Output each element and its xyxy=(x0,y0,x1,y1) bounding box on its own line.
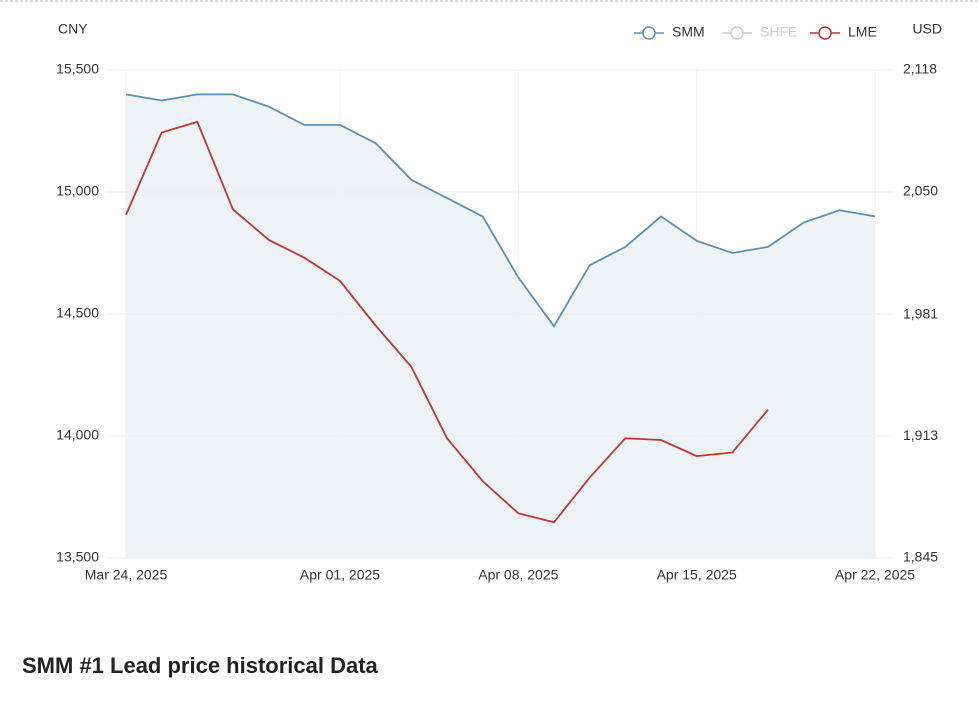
y-tick-label: 15,500 xyxy=(56,61,99,77)
area xyxy=(126,94,875,559)
y2-tick-label: 2,118 xyxy=(903,61,937,77)
y2-tick-label: 1,981 xyxy=(903,306,938,322)
x-tick-label: Apr 01, 2025 xyxy=(300,567,380,583)
chart-title: SMM #1 Lead price historical Data xyxy=(22,653,379,678)
y2-axis-label: USD xyxy=(912,21,942,37)
x-tick-label: Apr 15, 2025 xyxy=(657,567,737,583)
y-tick-label: 14,000 xyxy=(56,427,99,443)
legend-label: LME xyxy=(848,24,877,40)
legend-label: SHFE xyxy=(760,24,797,40)
x-tick-label: Mar 24, 2025 xyxy=(85,567,168,583)
legend-label: SMM xyxy=(672,24,705,40)
y2-tick-label: 2,050 xyxy=(903,182,938,198)
x-tick-label: Apr 08, 2025 xyxy=(478,567,558,583)
y-tick-label: 14,500 xyxy=(56,305,99,321)
y2-tick-label: 1,913 xyxy=(903,427,938,443)
line xyxy=(125,120,769,524)
legend-marker xyxy=(730,26,744,40)
y2-tick-label: 1,845 xyxy=(903,549,938,565)
y-axis-label: CNY xyxy=(58,21,88,37)
legend-marker xyxy=(818,26,832,40)
y-tick-label: 15,000 xyxy=(56,183,99,199)
legend-marker xyxy=(642,26,656,40)
y-tick-label: 13,500 xyxy=(56,549,99,565)
x-tick-label: Apr 22, 2025 xyxy=(835,567,915,583)
line xyxy=(125,93,876,328)
